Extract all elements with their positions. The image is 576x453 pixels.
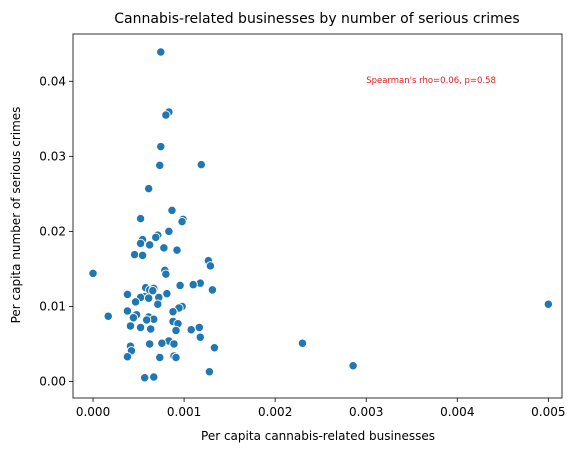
y-tick-label: 0.01 [39,299,66,313]
data-point [168,307,178,317]
data-point [135,322,146,333]
points-layer [88,47,553,383]
data-point [153,299,163,309]
chart-title: Cannabis-related businesses by number of… [114,11,519,27]
x-tick-label: 0.004 [440,405,474,419]
data-point [543,299,553,309]
data-point [348,361,358,371]
data-point [161,269,171,279]
data-point [130,297,141,307]
data-point [122,306,133,316]
data-point [125,321,136,331]
data-point [148,286,158,296]
data-point [145,240,155,250]
data-point [196,159,206,170]
data-point [149,372,159,382]
data-point [140,373,150,383]
data-point [142,315,152,325]
data-point [195,332,205,342]
data-point [171,325,181,336]
data-point [145,339,155,349]
x-axis-label: Per capita cannabis-related businesses [201,429,435,443]
data-point [159,243,169,253]
data-point [177,216,187,227]
y-tick-label: 0.03 [39,149,66,163]
x-tick-label: 0.003 [349,405,383,419]
y-axis: 0.00 0.01 0.02 0.03 0.04 [39,74,73,388]
x-tick-label: 0.002 [258,405,292,419]
x-tick-label: 0.001 [167,405,201,419]
data-point [128,313,139,323]
data-point [155,160,165,170]
data-point [103,311,113,321]
y-axis-label: Per capita number of serious crimes [9,107,23,324]
data-point [297,338,308,348]
data-point [157,338,167,348]
data-point [186,325,196,335]
data-point [88,268,98,279]
data-point [155,352,165,363]
data-point [156,47,166,57]
x-tick-label: 0.005 [531,405,565,419]
y-tick-label: 0.04 [39,74,66,88]
data-point [171,352,181,363]
data-point [122,352,133,362]
data-point [129,249,140,260]
data-point [209,343,220,353]
data-point [122,289,133,300]
data-point [169,339,179,349]
y-tick-label: 0.02 [39,224,66,238]
data-point [137,250,148,261]
data-point [151,232,161,243]
data-point [175,280,185,291]
data-point [172,245,182,255]
plot-area: Spearman's rho=0.06, p=0.58 [72,33,563,399]
data-point [144,183,154,194]
data-point [205,261,216,271]
data-point [167,205,177,216]
data-point [188,280,198,290]
data-point [144,293,154,303]
data-point [135,213,146,224]
data-point [156,141,166,152]
data-point [204,367,215,377]
spearman-annotation: Spearman's rho=0.06, p=0.58 [366,76,496,86]
data-point [161,110,171,120]
data-point [162,289,172,299]
data-point [135,238,146,249]
data-point [146,324,156,334]
x-axis: 0.000 0.001 0.002 0.003 0.004 0.005 [76,398,566,419]
axes-frame [72,33,563,399]
data-point [194,322,204,333]
x-tick-label: 0.000 [76,405,110,419]
y-tick-label: 0.00 [39,374,66,388]
data-point [207,285,218,295]
data-point [164,226,174,237]
